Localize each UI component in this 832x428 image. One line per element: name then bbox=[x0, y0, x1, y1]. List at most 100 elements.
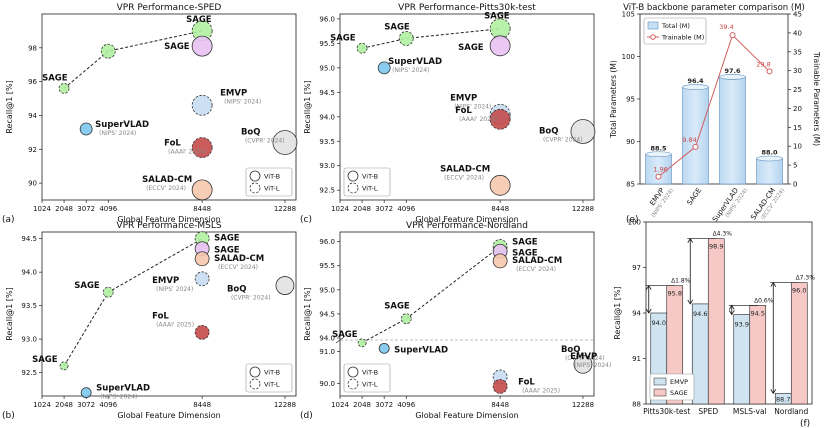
panel-letter: (d) bbox=[300, 411, 313, 421]
y2-tick-label: 5 bbox=[793, 162, 797, 170]
point-label: SAGE bbox=[458, 43, 484, 53]
x-tick-label: 4096 bbox=[99, 401, 117, 409]
point-label: EMVP bbox=[152, 276, 179, 286]
delta-arrow-tail bbox=[770, 389, 777, 395]
y-tick-label: 91 bbox=[632, 355, 641, 363]
point-label: BoQ bbox=[561, 345, 581, 355]
point-supervlad bbox=[377, 61, 391, 75]
point-label: SuperVLAD bbox=[96, 384, 150, 394]
legend-vitb-icon bbox=[249, 170, 261, 182]
y-tick-label: 94.0 bbox=[319, 113, 335, 121]
y-tick-label: 90 bbox=[626, 138, 635, 146]
x-tick-label: 2048 bbox=[353, 205, 371, 213]
y-tick-label: 94.5 bbox=[319, 89, 335, 97]
y-tick-label: 95.0 bbox=[319, 286, 335, 294]
y-tick-label: 97 bbox=[632, 264, 641, 272]
point-label: SALAD-CM bbox=[142, 175, 192, 185]
point-sublabel: (NIPS' 2024) bbox=[574, 362, 611, 369]
point-fol bbox=[492, 379, 508, 394]
y-tick-label: 93.5 bbox=[319, 138, 335, 146]
x-axis-label: Global Feature Dimension bbox=[415, 411, 518, 420]
legend-vitb-icon bbox=[249, 366, 261, 378]
point-label: SAGE bbox=[214, 234, 240, 244]
point-sage bbox=[194, 231, 210, 247]
x-tick-label: 4096 bbox=[99, 205, 117, 213]
legend-emvp-icon bbox=[653, 377, 667, 386]
legend: ViT-B ViT-L bbox=[343, 363, 391, 393]
point-sublabel: (ECCV' 2024) bbox=[218, 264, 258, 271]
legend-vitb: ViT-B bbox=[362, 369, 378, 377]
point-fol bbox=[194, 325, 210, 340]
y-tick-label: 96.0 bbox=[319, 238, 335, 246]
point-sage bbox=[489, 18, 511, 40]
category-label: MSLS-val bbox=[733, 407, 767, 416]
y-tick-label: 95.5 bbox=[319, 262, 335, 270]
legend: EMVP SAGE bbox=[649, 373, 695, 401]
point-supervlad bbox=[378, 342, 390, 354]
x-tick-label: 12288 bbox=[274, 401, 296, 409]
point-fol bbox=[191, 137, 213, 158]
bar-sage-label: 94.5 bbox=[751, 309, 765, 317]
bar-sage bbox=[749, 305, 767, 405]
delta-label: Δ0.6% bbox=[754, 297, 774, 304]
point-sage bbox=[191, 20, 213, 42]
point-label: SAGE bbox=[42, 73, 68, 83]
x-tick-label: 2048 bbox=[55, 205, 73, 213]
point-label: SALAD-CM bbox=[440, 164, 490, 174]
y-tick-label: 96.0 bbox=[319, 15, 335, 23]
x-tick-label: 1024 bbox=[331, 401, 349, 409]
point-sublabel: (ECCV' 2024) bbox=[444, 174, 484, 181]
y-axis-label: Recall@1 [%] bbox=[613, 286, 622, 339]
point-supervlad bbox=[79, 122, 93, 136]
x-tick-label: 4096 bbox=[397, 401, 415, 409]
bar-sage bbox=[707, 238, 725, 405]
x-tick-label: 12288 bbox=[274, 205, 296, 213]
legend-sage-icon bbox=[653, 388, 667, 397]
y-axis-label: Recall@1 [%] bbox=[5, 80, 14, 133]
point-boq bbox=[573, 354, 593, 374]
y-tick-label: 92.5 bbox=[319, 187, 335, 195]
point-sage bbox=[58, 83, 70, 94]
chart-title: VPR Performance-Nordland bbox=[406, 221, 528, 231]
x-tick-label: 8448 bbox=[491, 205, 509, 213]
y-tick-label: 94.5 bbox=[319, 310, 335, 318]
y2-tick-label: 40 bbox=[793, 29, 802, 37]
legend-vitb: ViT-B bbox=[264, 173, 280, 181]
x-tick-label: 3072 bbox=[375, 205, 393, 213]
panel-letter: (a) bbox=[2, 215, 15, 225]
bar-total bbox=[719, 76, 746, 185]
point-label: BoQ bbox=[241, 128, 261, 138]
point-emvp bbox=[191, 94, 213, 116]
point-salad-cm bbox=[194, 251, 210, 267]
legend-vitl-icon bbox=[347, 378, 359, 390]
point-sublabel: (NIPS' 2024) bbox=[156, 286, 193, 293]
panel-letter: (c) bbox=[300, 215, 312, 225]
y2-tick-label: 25 bbox=[793, 86, 802, 94]
point-sublabel: (CVPR' 2024) bbox=[565, 355, 605, 362]
x-axis-label: Global Feature Dimension bbox=[117, 215, 220, 224]
point-sublabel: (CVPR' 2024) bbox=[543, 136, 583, 143]
point-sublabel: (AAAI' 2025) bbox=[156, 321, 194, 328]
axis-break-mark bbox=[335, 336, 345, 344]
bar-total bbox=[682, 86, 709, 185]
bar-total-cap bbox=[645, 151, 672, 158]
point-label: SAGE bbox=[512, 248, 538, 258]
legend-vitl-icon bbox=[249, 182, 261, 194]
point-label: SAGE bbox=[332, 330, 358, 340]
bar-total-cap bbox=[682, 84, 709, 90]
y2-tick-label: 10 bbox=[793, 143, 802, 151]
y2-axis-label: Trainable Parameters (M) bbox=[812, 51, 821, 146]
trainable-label: 9.84 bbox=[682, 136, 696, 144]
trainable-line bbox=[658, 34, 770, 177]
point-label: BoQ bbox=[539, 126, 559, 136]
bar-emvp-label: 94.6 bbox=[693, 310, 707, 318]
point-boq bbox=[272, 130, 298, 155]
delta-label: Δ4.3% bbox=[713, 231, 733, 238]
legend-vitb: ViT-B bbox=[362, 173, 378, 181]
point-label: EMVP bbox=[570, 352, 597, 362]
y-axis-label: Recall@1 [%] bbox=[303, 80, 312, 133]
point-label: SALAD-CM bbox=[214, 254, 264, 264]
legend-trainable: Trainable (M) bbox=[661, 34, 704, 42]
point-boq bbox=[275, 276, 295, 295]
param-bar-panel: ViT-B backbone parameter comparison (M) T… bbox=[609, 3, 821, 225]
